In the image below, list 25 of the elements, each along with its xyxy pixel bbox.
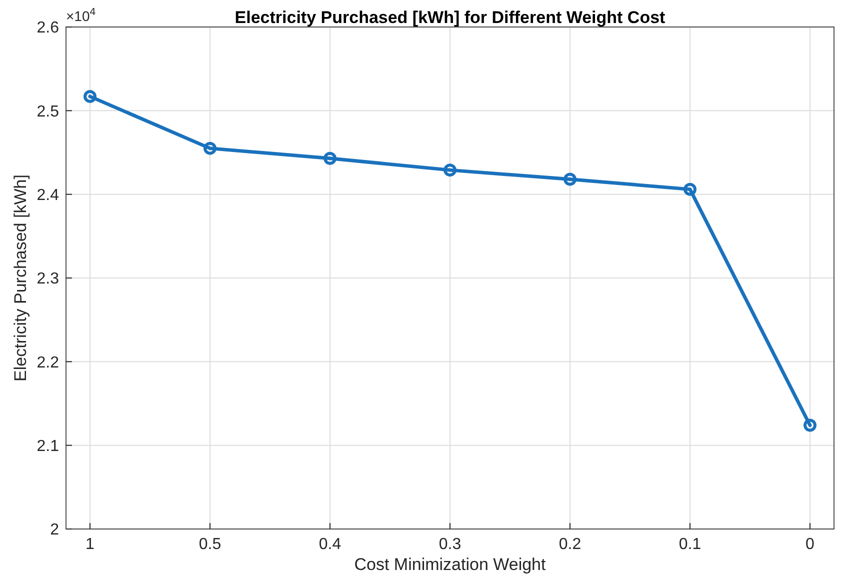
point bbox=[444, 164, 456, 177]
y-tick-label: 2.3 bbox=[36, 270, 60, 288]
point bbox=[84, 90, 96, 103]
x-axis-title: Cost Minimization Weight bbox=[354, 555, 546, 574]
x-tick-label: 0.3 bbox=[438, 536, 462, 553]
y-tick-label: 2.2 bbox=[36, 354, 60, 372]
chart-title: Electricity Purchased [kWh] for Different Weight Cost bbox=[234, 8, 666, 27]
y-tick-label: 2.4 bbox=[36, 186, 60, 204]
point bbox=[324, 152, 336, 165]
x-tick-label: 0.5 bbox=[198, 536, 222, 553]
point bbox=[684, 182, 696, 196]
point bbox=[564, 172, 576, 186]
y-tick-label: 2 bbox=[50, 522, 60, 539]
x-tick-label: 0.1 bbox=[678, 536, 702, 553]
x-tick-label: 0.4 bbox=[318, 536, 342, 553]
y-axis-title: Electricity Purchased [kWh] bbox=[11, 174, 30, 382]
y-tick-label: 2.1 bbox=[36, 438, 60, 455]
point bbox=[204, 142, 216, 155]
x-tick-label: 0.2 bbox=[558, 536, 582, 553]
x-tick-label: 1 bbox=[86, 536, 95, 553]
x-tick-label: 0 bbox=[806, 536, 815, 553]
y-tick-label: 2.6 bbox=[36, 20, 60, 37]
text: ×10$^{4}$ bbox=[66, 6, 96, 24]
y-tick-label: 2.5 bbox=[36, 103, 60, 120]
point bbox=[804, 418, 816, 432]
